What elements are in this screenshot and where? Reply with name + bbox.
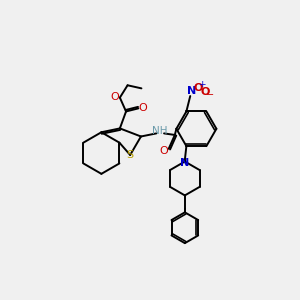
Text: +: +	[198, 80, 206, 89]
Text: O: O	[201, 87, 210, 97]
Text: S: S	[127, 150, 134, 160]
Text: O: O	[110, 92, 119, 102]
Text: O: O	[139, 103, 147, 112]
Text: −: −	[206, 89, 214, 100]
Text: NH: NH	[152, 126, 167, 136]
Text: O: O	[159, 146, 168, 156]
Text: N: N	[187, 86, 196, 96]
Text: N: N	[180, 158, 190, 168]
Text: O: O	[193, 82, 203, 93]
